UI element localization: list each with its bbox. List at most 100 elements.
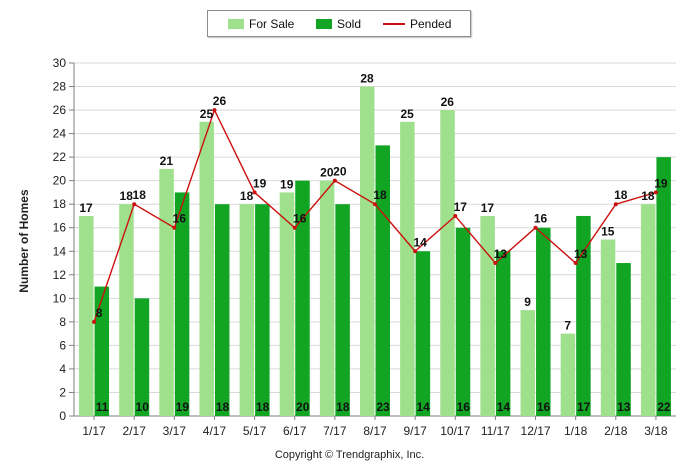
bar-sold xyxy=(174,192,190,416)
y-tick-label: 14 xyxy=(53,244,67,258)
data-label-sold: 10 xyxy=(136,400,150,414)
bar-sold xyxy=(335,204,350,416)
y-axis-label: Number of Homes xyxy=(17,189,31,293)
data-label-sold: 18 xyxy=(216,400,230,414)
data-label-for-sale: 20 xyxy=(320,166,334,180)
point-pended xyxy=(332,178,337,183)
data-label-pended: 16 xyxy=(173,212,187,226)
bar-sold xyxy=(656,157,671,416)
bar-sold xyxy=(214,204,230,416)
point-pended xyxy=(493,261,498,266)
point-pended xyxy=(653,190,658,195)
y-tick-label: 6 xyxy=(59,338,66,352)
data-label-for-sale: 25 xyxy=(200,107,214,121)
data-label-sold: 18 xyxy=(256,400,270,414)
data-label-pended: 19 xyxy=(253,176,267,190)
data-label-sold: 13 xyxy=(617,400,631,414)
point-pended xyxy=(533,225,538,230)
bar-sold xyxy=(455,227,471,416)
y-tick-label: 18 xyxy=(53,197,67,211)
bar-for-sale xyxy=(79,215,94,416)
data-label-for-sale: 18 xyxy=(641,189,655,203)
data-label-sold: 14 xyxy=(416,400,430,414)
data-label-pended: 16 xyxy=(293,212,307,226)
bar-for-sale xyxy=(480,215,495,416)
bar-sold xyxy=(415,251,431,416)
x-tick-label: 1/18 xyxy=(564,424,588,438)
x-tick-label: 3/17 xyxy=(163,424,187,438)
point-pended xyxy=(613,202,618,207)
legend-swatch-sold xyxy=(316,19,332,29)
point-pended xyxy=(252,190,257,195)
x-tick-label: 10/17 xyxy=(440,424,470,438)
data-label-for-sale: 19 xyxy=(280,177,294,191)
y-tick-label: 2 xyxy=(59,385,66,399)
y-tick-label: 30 xyxy=(53,56,67,70)
data-label-for-sale: 18 xyxy=(240,189,254,203)
y-tick-label: 22 xyxy=(53,150,67,164)
legend-label-pended: Pended xyxy=(410,17,452,31)
x-tick-label: 2/18 xyxy=(604,424,628,438)
data-label-for-sale: 15 xyxy=(601,225,615,239)
bar-for-sale xyxy=(360,86,375,417)
data-label-pended: 20 xyxy=(333,165,347,179)
bar-for-sale xyxy=(400,121,415,416)
point-pended xyxy=(573,261,578,266)
point-pended xyxy=(413,249,418,254)
data-label-for-sale: 26 xyxy=(441,95,455,109)
point-pended xyxy=(172,225,177,230)
data-label-for-sale: 17 xyxy=(79,201,93,215)
data-label-for-sale: 18 xyxy=(120,189,134,203)
data-label-sold: 17 xyxy=(577,400,591,414)
data-label-pended: 13 xyxy=(494,247,508,261)
data-label-sold: 18 xyxy=(336,400,350,414)
data-label-for-sale: 21 xyxy=(160,154,174,168)
y-tick-label: 20 xyxy=(53,174,67,188)
legend-item-sold: Sold xyxy=(316,17,361,31)
y-tick-label: 10 xyxy=(53,291,67,305)
point-pended xyxy=(132,202,137,207)
data-label-pended: 18 xyxy=(373,188,387,202)
bar-sold xyxy=(94,286,110,416)
legend-item-for-sale: For Sale xyxy=(228,17,294,31)
legend-label-sold: Sold xyxy=(337,17,362,31)
bar-sold xyxy=(576,215,591,416)
point-pended xyxy=(453,213,458,218)
data-label-sold: 22 xyxy=(657,400,671,414)
x-tick-label: 9/17 xyxy=(403,424,427,438)
x-tick-label: 2/17 xyxy=(123,424,147,438)
data-label-sold: 19 xyxy=(176,400,190,414)
data-label-pended: 14 xyxy=(413,235,427,249)
bar-for-sale xyxy=(520,310,536,416)
y-tick-label: 16 xyxy=(53,221,67,235)
data-label-pended: 13 xyxy=(574,247,588,261)
data-label-for-sale: 17 xyxy=(481,201,495,215)
x-tick-label: 5/17 xyxy=(243,424,267,438)
bar-for-sale xyxy=(560,333,576,416)
data-label-sold: 20 xyxy=(296,400,310,414)
legend-label-for-sale: For Sale xyxy=(249,17,295,31)
bar-for-sale xyxy=(279,192,295,416)
data-label-sold: 16 xyxy=(457,400,471,414)
bar-for-sale xyxy=(239,204,255,416)
bar-for-sale xyxy=(199,121,214,416)
x-tick-label: 6/17 xyxy=(283,424,307,438)
bar-for-sale xyxy=(159,168,174,416)
data-label-for-sale: 7 xyxy=(564,319,571,333)
chart-legend: For Sale Sold Pended xyxy=(207,10,471,37)
y-tick-label: 28 xyxy=(53,80,67,94)
bar-for-sale xyxy=(319,180,335,416)
bar-sold xyxy=(295,180,310,416)
data-label-sold: 16 xyxy=(537,400,551,414)
bar-for-sale xyxy=(440,110,455,417)
legend-swatch-for-sale xyxy=(228,19,244,29)
bar-for-sale xyxy=(640,204,656,416)
bar-sold xyxy=(495,251,511,416)
data-label-pended: 26 xyxy=(213,94,227,108)
y-tick-label: 12 xyxy=(53,268,67,282)
x-tick-label: 4/17 xyxy=(203,424,227,438)
point-pended xyxy=(292,225,297,230)
y-tick-label: 26 xyxy=(53,103,67,117)
x-tick-label: 1/17 xyxy=(82,424,106,438)
point-pended xyxy=(92,319,97,324)
